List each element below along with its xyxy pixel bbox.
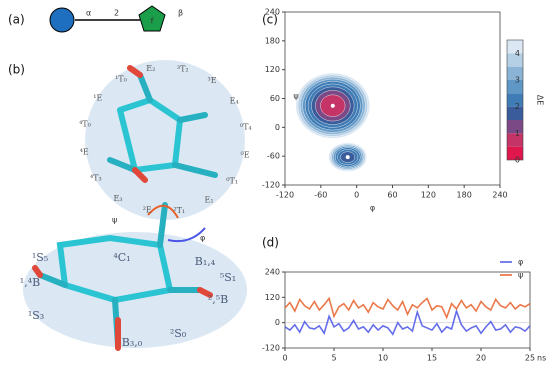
conformer-label: ⁴E xyxy=(80,148,89,157)
conformer-label: ¹T₀ xyxy=(115,74,127,83)
y-tick-label: -60 xyxy=(267,152,280,161)
ring-conformer-label: ²,⁵B xyxy=(208,293,228,306)
x-axis-label: φ xyxy=(370,204,375,213)
ring-conformer-label: ⁵S₁ xyxy=(220,271,236,284)
oxygen-bonds-lower xyxy=(32,265,213,351)
ring-conformer-label: ²S₀ xyxy=(170,327,187,340)
glycan-symbol xyxy=(49,5,166,33)
conformer-label: ⁰E xyxy=(241,151,250,160)
psi-label: ψ xyxy=(112,216,117,225)
x-tick-label: 0 xyxy=(282,354,287,363)
ring-conformer-label: B₃,₀ xyxy=(122,336,143,349)
y-tick-label: 120 xyxy=(265,65,280,74)
ring-conformer-label: ⁴C₁ xyxy=(113,251,130,264)
ring-label: f xyxy=(151,17,154,26)
conformer-label: E₂ xyxy=(146,64,155,73)
y-tick-label: 240 xyxy=(265,268,280,277)
x-tick-label: -60 xyxy=(314,191,327,200)
conformer-label: ⁰T₁ xyxy=(226,176,238,185)
panel-label: (d) xyxy=(262,236,279,250)
ring-bonds xyxy=(117,96,184,174)
x-tick-label: 0 xyxy=(354,191,359,200)
conformer-label: ³T₂ xyxy=(177,65,189,74)
x-tick-label: 20 xyxy=(476,354,486,363)
phi-arrow xyxy=(167,227,206,243)
y-tick-label: 0 xyxy=(275,123,280,132)
y-tick-label: 0 xyxy=(275,318,280,327)
colorbar-band xyxy=(507,53,523,67)
colorbar-band xyxy=(507,93,523,107)
x-axis-label: ns xyxy=(537,354,546,363)
conformer-label: ³E xyxy=(208,76,217,85)
y-tick-label: -120 xyxy=(262,344,280,353)
colorbar-band xyxy=(507,40,523,54)
ring-conformer-label: ¹S₃ xyxy=(28,309,44,322)
colorbar-label: ΔE xyxy=(536,95,545,106)
colorbar-tick-label: 2 xyxy=(515,102,520,111)
x-tick-label: 60 xyxy=(387,191,397,200)
ring-conformer-label: ¹S₅ xyxy=(32,251,48,264)
conformer-label: E₃ xyxy=(113,194,122,203)
colorbar-band xyxy=(507,106,523,120)
bonds xyxy=(107,72,218,178)
x-tick-label: 25 xyxy=(525,354,535,363)
oxygen-bonds xyxy=(127,65,148,183)
panel-label: (c) xyxy=(262,13,278,27)
x-tick-label: 5 xyxy=(331,354,336,363)
conformer-label: ¹E xyxy=(93,94,102,103)
y-tick-label: 180 xyxy=(265,36,280,45)
legend-label: ψ xyxy=(518,271,523,280)
minimum xyxy=(345,155,350,160)
fructose-pentagon xyxy=(138,5,166,32)
colorbar-tick-label: 1 xyxy=(515,129,520,138)
alpha-label: α xyxy=(86,9,91,18)
x-tick-label: 10 xyxy=(378,354,388,363)
colorbar-band xyxy=(507,120,523,134)
colorbar-band xyxy=(507,146,523,160)
link-label: 2 xyxy=(114,9,119,18)
series-line xyxy=(284,296,531,320)
conformer-label: ²T₁ xyxy=(173,206,185,215)
colorbar-tick-label: 0 xyxy=(515,156,520,165)
conformer-label: E₁ xyxy=(205,196,214,205)
x-tick-label: -120 xyxy=(276,191,294,200)
x-tick-label: 15 xyxy=(427,354,437,363)
conformer-label: ⁴T₀ xyxy=(79,119,91,128)
beta-label: β xyxy=(178,9,183,18)
conformer-label: ⁴T₃ xyxy=(90,174,102,183)
conformer-label: ⁰T₄ xyxy=(240,122,252,131)
ring-conformer-label: B₁,₄ xyxy=(195,255,216,268)
conformer-label: ²E xyxy=(143,205,152,214)
minimum xyxy=(330,103,335,108)
conformer-label: E₄ xyxy=(230,96,239,105)
y-tick-label: 60 xyxy=(270,94,280,103)
colorbar-band xyxy=(507,80,523,94)
panel-label: (b) xyxy=(8,63,25,77)
x-tick-label: 240 xyxy=(492,191,507,200)
y-tick-label: -120 xyxy=(262,181,280,190)
colorbar-tick-label: 3 xyxy=(515,76,520,85)
molecule-art xyxy=(23,60,247,351)
colorbar-band xyxy=(507,133,523,147)
colorbar-frame xyxy=(506,39,524,161)
ring-conformer-label: ¹,⁴B xyxy=(20,276,40,289)
x-tick-label: 180 xyxy=(457,191,472,200)
series-line xyxy=(284,308,531,336)
x-tick-label: 120 xyxy=(421,191,436,200)
glucose-circle xyxy=(49,7,75,33)
panel-label: (a) xyxy=(8,13,25,27)
plot-frame xyxy=(284,271,531,349)
ring-ellipse xyxy=(23,232,247,348)
y-axis-label: ψ xyxy=(293,92,298,101)
y-tick-label: 120 xyxy=(265,293,280,302)
phi-label: φ xyxy=(200,234,205,243)
psi-arrow xyxy=(147,204,179,219)
colorbar-band xyxy=(507,66,523,80)
y-tick-label: 240 xyxy=(265,8,280,17)
legend-label: φ xyxy=(518,258,523,267)
colorbar-tick-label: 4 xyxy=(515,49,520,58)
conformer-wheel xyxy=(85,60,245,220)
